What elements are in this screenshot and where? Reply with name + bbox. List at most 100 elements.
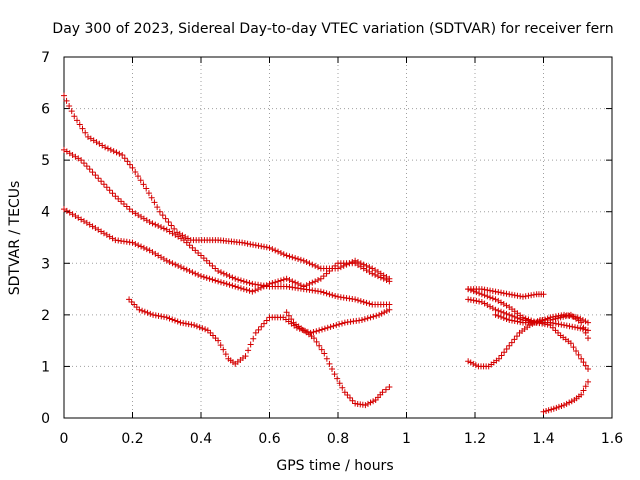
- data-point: [320, 273, 327, 280]
- data-point: [552, 313, 559, 320]
- data-point: [367, 399, 374, 406]
- data-point: [183, 239, 190, 246]
- x-tick-label: 1.4: [532, 431, 554, 447]
- data-point: [332, 262, 339, 269]
- data-point: [129, 164, 136, 171]
- data-point: [552, 327, 559, 334]
- y-tick-label: 5: [41, 153, 50, 169]
- data-point: [379, 389, 386, 396]
- data-point: [329, 366, 336, 373]
- data-point: [212, 265, 219, 272]
- data-point: [193, 323, 200, 330]
- data-point: [217, 279, 224, 286]
- data-point: [126, 296, 133, 303]
- data-point: [500, 309, 507, 316]
- data-point: [563, 312, 570, 319]
- data-point: [217, 269, 224, 276]
- data-point: [195, 271, 202, 278]
- data-point: [209, 276, 216, 283]
- x-tick-label: 1.2: [464, 431, 486, 447]
- data-point: [272, 279, 279, 286]
- data-point: [481, 286, 488, 293]
- data-point: [514, 318, 521, 325]
- x-tick-label: 0.2: [121, 431, 143, 447]
- data-point: [568, 398, 575, 405]
- data-point: [338, 320, 345, 327]
- data-point: [572, 313, 579, 320]
- data-point: [223, 271, 230, 278]
- data-point: [526, 322, 533, 329]
- data-point: [561, 402, 568, 409]
- data-point: [563, 322, 570, 329]
- data-point: [244, 240, 251, 247]
- data-point: [235, 284, 242, 291]
- data-point: [275, 248, 282, 255]
- data-point: [155, 222, 162, 229]
- data-point: [498, 352, 505, 359]
- data-point: [465, 358, 472, 365]
- data-point: [115, 195, 122, 202]
- data-point: [470, 360, 477, 367]
- y-tick-label: 2: [41, 308, 50, 324]
- data-point: [126, 206, 133, 213]
- data-point: [498, 289, 505, 296]
- data-point: [150, 311, 157, 318]
- data-point: [333, 322, 340, 329]
- data-point: [257, 284, 264, 291]
- data-point: [203, 257, 210, 264]
- data-point: [306, 280, 313, 287]
- data-point: [377, 274, 384, 281]
- data-point: [255, 326, 262, 333]
- data-point: [255, 286, 262, 293]
- data-point: [151, 199, 158, 206]
- data-point: [89, 169, 96, 176]
- data-point: [582, 362, 589, 369]
- data-point: [303, 282, 310, 289]
- data-point: [169, 316, 176, 323]
- data-point: [528, 292, 535, 299]
- data-point: [131, 301, 138, 308]
- data-point: [360, 298, 367, 305]
- data-point: [266, 244, 273, 251]
- y-tick-label: 7: [41, 50, 50, 66]
- data-point: [237, 285, 244, 292]
- data-point: [283, 252, 290, 259]
- data-point: [245, 347, 252, 354]
- data-point: [283, 275, 290, 282]
- data-point: [180, 320, 187, 327]
- data-point: [135, 242, 142, 249]
- x-tick-labels: 0 0.2 0.4 0.6 0.8 1 1.2 1.4 1.6: [60, 431, 624, 447]
- data-point: [547, 314, 554, 321]
- data-point: [514, 292, 521, 299]
- data-point: [263, 244, 270, 251]
- data-point: [185, 321, 192, 328]
- series-track-1: [61, 92, 393, 282]
- data-point: [476, 298, 483, 305]
- data-point: [575, 351, 582, 358]
- data-point: [582, 329, 589, 336]
- data-point: [252, 242, 259, 249]
- data-point: [289, 254, 296, 261]
- data-point: [544, 315, 551, 322]
- data-point: [558, 312, 565, 319]
- data-point: [263, 282, 270, 289]
- data-point: [349, 397, 356, 404]
- data-point: [300, 257, 307, 264]
- data-point: [163, 314, 170, 321]
- data-point: [582, 383, 589, 390]
- data-point: [470, 297, 477, 304]
- data-point: [470, 288, 477, 295]
- data-point: [558, 321, 565, 328]
- data-point: [102, 144, 109, 151]
- y-tick-labels: 0 1 2 3 4 5 6 7: [41, 50, 50, 427]
- data-point: [569, 313, 576, 320]
- data-point: [378, 310, 385, 317]
- data-point: [386, 306, 393, 313]
- data-point: [204, 327, 211, 334]
- data-point: [489, 295, 496, 302]
- data-point: [567, 340, 574, 347]
- data-point: [239, 239, 246, 246]
- data-point: [563, 400, 570, 407]
- data-point: [217, 342, 224, 349]
- data-point: [495, 307, 502, 314]
